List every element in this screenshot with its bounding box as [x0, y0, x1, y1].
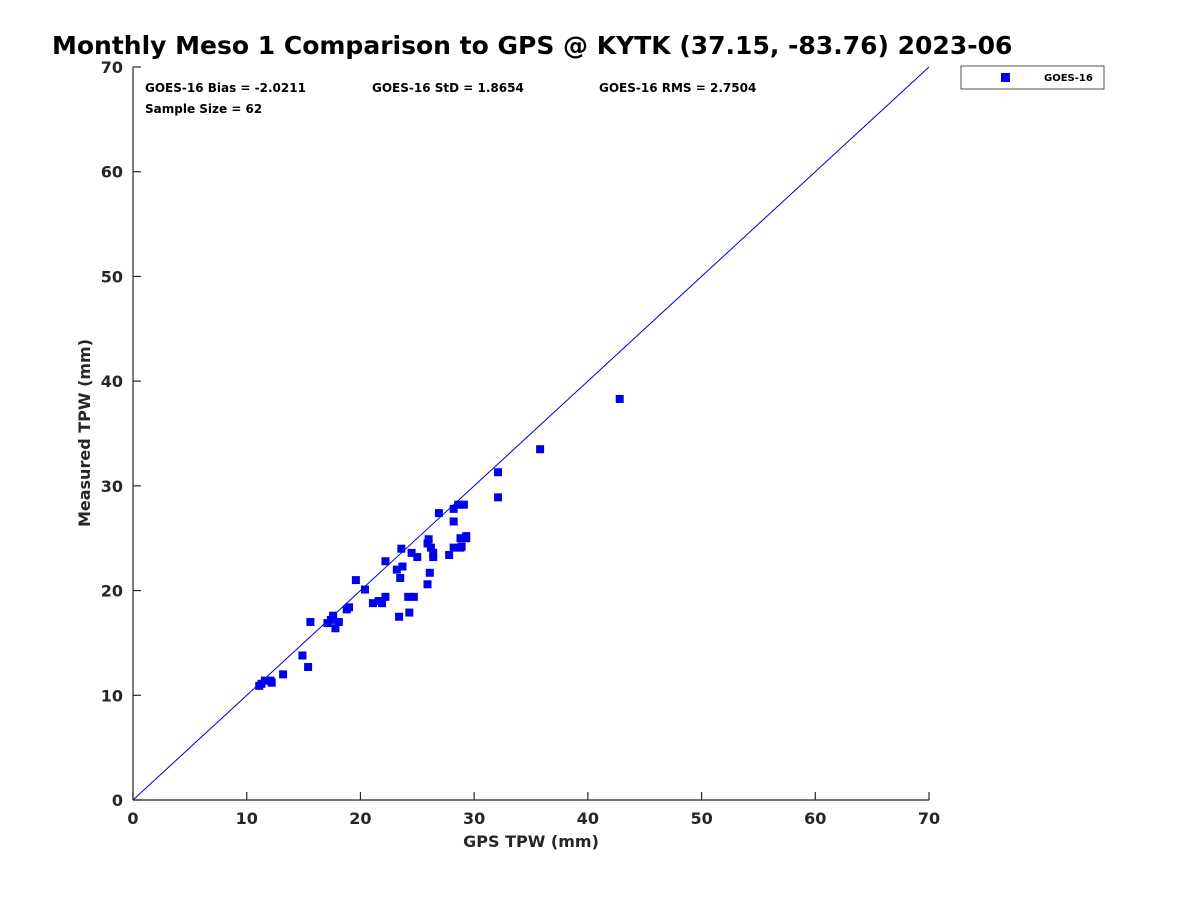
- data-point: [494, 468, 503, 477]
- data-point: [334, 617, 343, 626]
- x-tick-label: 20: [349, 809, 371, 828]
- y-tick-label: 60: [101, 163, 123, 182]
- data-point: [405, 608, 414, 617]
- data-point: [329, 611, 338, 620]
- y-tick-label: 30: [101, 477, 123, 496]
- data-point: [424, 535, 433, 544]
- data-point: [457, 542, 466, 551]
- legend: GOES-16: [960, 65, 1105, 90]
- goes16-series-points: [255, 394, 624, 690]
- data-point: [449, 504, 458, 513]
- x-axis-ticks: 0 10 20 30 40 50 60 70: [127, 792, 940, 828]
- data-point: [615, 394, 624, 403]
- data-point: [345, 603, 354, 612]
- data-point: [267, 678, 276, 687]
- data-point: [298, 651, 307, 660]
- data-point: [423, 580, 432, 589]
- data-point: [429, 548, 438, 557]
- data-point: [425, 568, 434, 577]
- data-point: [426, 543, 435, 552]
- y-tick-label: 50: [101, 267, 123, 286]
- y-axis-label: Measured TPW (mm): [75, 339, 94, 527]
- y-axis-ticks: 0 10 20 30 40 50 60 70: [101, 58, 141, 810]
- data-point: [398, 562, 407, 571]
- data-point: [395, 612, 404, 621]
- data-point: [413, 553, 422, 562]
- data-point: [351, 576, 360, 585]
- data-point: [429, 553, 438, 562]
- data-point: [397, 544, 406, 553]
- data-point: [494, 493, 503, 502]
- data-point: [396, 574, 405, 583]
- legend-marker-square-icon: [1001, 73, 1010, 82]
- data-point: [459, 500, 468, 509]
- legend-entry-label: GOES-16: [1044, 73, 1093, 84]
- chart-title: Monthly Meso 1 Comparison to GPS @ KYTK …: [52, 31, 1012, 60]
- x-tick-label: 70: [918, 809, 940, 828]
- data-point: [445, 550, 454, 559]
- data-point: [360, 585, 369, 594]
- data-point: [279, 670, 288, 679]
- std-annotation: GOES-16 StD = 1.8654: [372, 81, 524, 95]
- x-tick-label: 10: [236, 809, 258, 828]
- y-tick-label: 40: [101, 372, 123, 391]
- data-point: [326, 615, 335, 624]
- data-point: [304, 663, 313, 672]
- data-point: [449, 517, 458, 526]
- data-point: [392, 565, 401, 574]
- data-point: [456, 534, 465, 543]
- plot-area: [132, 67, 929, 801]
- data-point: [404, 592, 413, 601]
- data-point: [462, 532, 471, 541]
- y-tick-label: 20: [101, 582, 123, 601]
- data-point: [409, 592, 418, 601]
- x-tick-label: 0: [127, 809, 138, 828]
- data-point: [434, 509, 443, 518]
- data-point: [381, 592, 390, 601]
- data-point: [423, 539, 432, 548]
- x-tick-label: 40: [577, 809, 599, 828]
- x-tick-label: 50: [690, 809, 712, 828]
- data-point: [536, 445, 545, 454]
- data-point: [368, 599, 377, 608]
- data-point: [331, 624, 340, 633]
- one-to-one-reference-line: [132, 66, 930, 801]
- data-point: [449, 543, 458, 552]
- data-point: [407, 548, 416, 557]
- y-tick-label: 70: [101, 58, 123, 77]
- y-tick-label: 0: [112, 791, 123, 810]
- data-point: [378, 599, 387, 608]
- data-point: [306, 617, 315, 626]
- sample-size-annotation: Sample Size = 62: [145, 102, 262, 116]
- x-axis-label: GPS TPW (mm): [463, 832, 599, 851]
- legend-box: [960, 65, 1105, 90]
- y-tick-label: 10: [101, 686, 123, 705]
- x-tick-label: 60: [804, 809, 826, 828]
- data-point: [454, 500, 463, 509]
- data-point: [260, 676, 269, 685]
- rms-annotation: GOES-16 RMS = 2.7504: [599, 81, 756, 95]
- data-point: [381, 557, 390, 566]
- x-tick-label: 30: [463, 809, 485, 828]
- bias-annotation: GOES-16 Bias = -2.0211: [145, 81, 306, 95]
